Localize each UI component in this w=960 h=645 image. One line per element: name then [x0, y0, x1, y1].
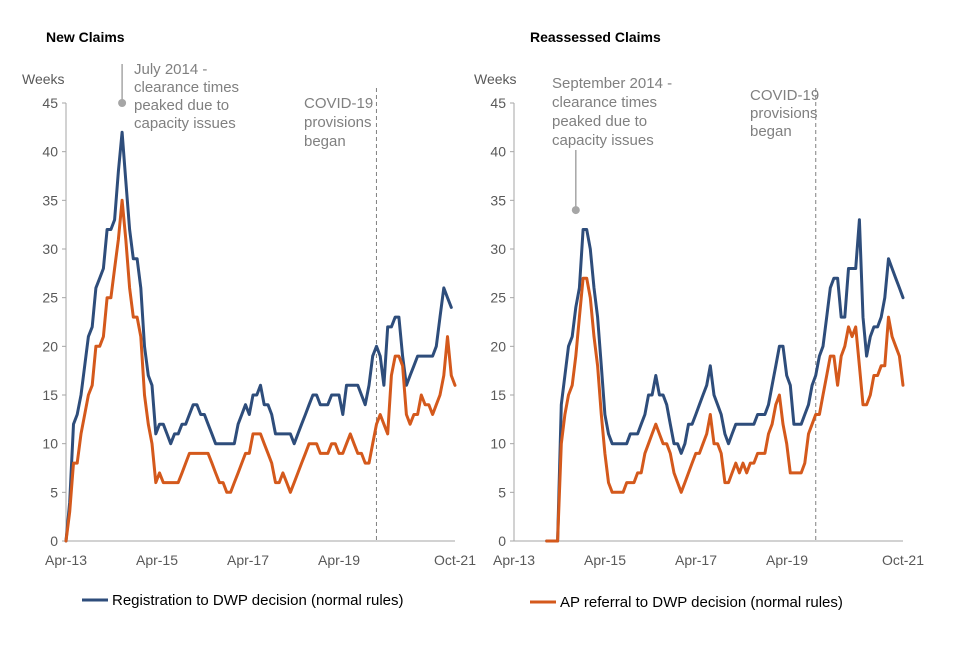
x-tick-label: Apr-15 — [136, 552, 178, 568]
series-line-registration — [545, 218, 905, 543]
series-line-ap_referral — [545, 276, 905, 543]
annotation-line: COVID-19 — [304, 95, 373, 112]
y-tick-label: 25 — [42, 290, 58, 306]
y-tick-label: 25 — [490, 290, 506, 306]
y-tick-label: 15 — [490, 387, 506, 403]
x-tick-label: Oct-21 — [434, 552, 476, 568]
x-tick-label: Oct-21 — [882, 552, 924, 568]
annotation-line: July 2014 - — [134, 61, 207, 78]
annotation-line: capacity issues — [552, 132, 654, 149]
covid-annotation: COVID-19 provisions began — [750, 87, 819, 140]
y-axis-unit-label: Weeks — [474, 71, 517, 87]
y-tick-label: 40 — [490, 144, 506, 160]
y-tick-label: 30 — [42, 241, 58, 257]
legend-label-ap-referral: AP referral to DWP decision (normal rule… — [560, 594, 843, 611]
legend: Registration to DWP decision (normal rul… — [82, 592, 843, 611]
covid-annotation: COVID-19 provisions began — [304, 95, 373, 150]
x-tick-label: Apr-13 — [493, 552, 535, 568]
series-line-ap_referral — [64, 198, 457, 543]
y-tick-label: 0 — [50, 533, 58, 549]
y-tick-label: 20 — [490, 338, 506, 354]
annotation-line: began — [304, 133, 346, 150]
y-tick-label: 0 — [498, 533, 506, 549]
peak-marker — [571, 206, 580, 215]
x-tick-label: Apr-15 — [584, 552, 626, 568]
annotation-line: capacity issues — [134, 115, 236, 132]
x-tick-label: Apr-19 — [318, 552, 360, 568]
y-tick-label: 10 — [42, 436, 58, 452]
y-axis-unit-label: Weeks — [22, 71, 65, 87]
y-tick-label: 5 — [50, 484, 58, 500]
x-tick-label: Apr-17 — [227, 552, 269, 568]
y-tick-label: 45 — [42, 95, 58, 111]
reassessed-claims-chart: Reassessed Claims Weeks September 2014 -… — [474, 29, 924, 568]
series-line-registration — [64, 130, 453, 543]
y-tick-label: 45 — [490, 95, 506, 111]
new-claims-chart: New Claims Weeks July 2014 - clearance t… — [22, 29, 476, 568]
annotation-line: COVID-19 — [750, 87, 819, 104]
x-tick-label: Apr-17 — [675, 552, 717, 568]
y-tick-label: 5 — [498, 484, 506, 500]
chart-title: New Claims — [46, 29, 125, 45]
annotation-line: provisions — [750, 105, 818, 122]
y-tick-label: 35 — [42, 192, 58, 208]
chart-title: Reassessed Claims — [530, 29, 661, 45]
peak-annotation: September 2014 - clearance times peaked … — [552, 75, 672, 149]
legend-label-registration: Registration to DWP decision (normal rul… — [112, 592, 404, 609]
peak-marker — [118, 99, 127, 107]
y-tick-label: 15 — [42, 387, 58, 403]
annotation-line: peaked due to — [552, 113, 647, 130]
y-tick-label: 30 — [490, 241, 506, 257]
x-tick-label: Apr-19 — [766, 552, 808, 568]
annotation-line: began — [750, 123, 792, 140]
y-tick-label: 20 — [42, 338, 58, 354]
annotation-line: September 2014 - — [552, 75, 672, 92]
y-tick-label: 35 — [490, 192, 506, 208]
annotation-line: peaked due to — [134, 97, 229, 114]
annotation-line: provisions — [304, 114, 372, 131]
x-tick-label: Apr-13 — [45, 552, 87, 568]
peak-annotation: July 2014 - clearance times peaked due t… — [134, 61, 239, 132]
annotation-line: clearance times — [134, 79, 239, 96]
y-tick-label: 10 — [490, 436, 506, 452]
annotation-line: clearance times — [552, 94, 657, 111]
y-tick-label: 40 — [42, 144, 58, 160]
